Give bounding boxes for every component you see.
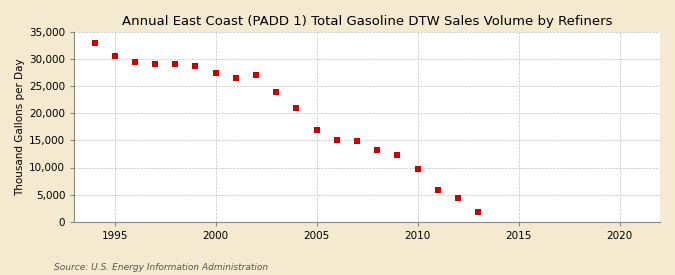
- Point: [453, 196, 464, 200]
- Point: [433, 188, 443, 192]
- Y-axis label: Thousand Gallons per Day: Thousand Gallons per Day: [15, 58, 25, 196]
- Point: [291, 106, 302, 110]
- Point: [331, 138, 342, 143]
- Point: [372, 148, 383, 152]
- Point: [230, 76, 241, 80]
- Point: [89, 41, 100, 45]
- Point: [392, 153, 403, 157]
- Point: [190, 63, 201, 68]
- Point: [352, 139, 362, 144]
- Text: Source: U.S. Energy Information Administration: Source: U.S. Energy Information Administ…: [54, 263, 268, 272]
- Point: [311, 127, 322, 132]
- Point: [211, 70, 221, 75]
- Point: [109, 54, 120, 59]
- Point: [412, 167, 423, 171]
- Point: [130, 60, 140, 64]
- Point: [250, 73, 261, 78]
- Point: [472, 210, 483, 214]
- Point: [170, 62, 181, 67]
- Point: [150, 62, 161, 67]
- Title: Annual East Coast (PADD 1) Total Gasoline DTW Sales Volume by Refiners: Annual East Coast (PADD 1) Total Gasolin…: [122, 15, 612, 28]
- Point: [271, 89, 281, 94]
